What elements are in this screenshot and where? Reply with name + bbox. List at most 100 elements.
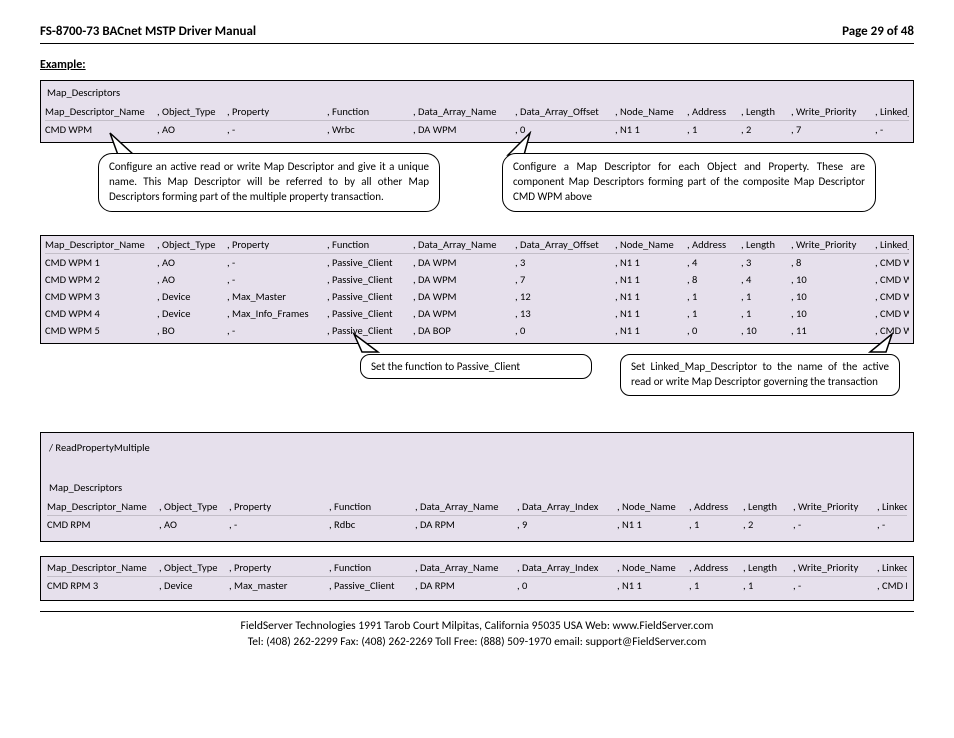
col: , Object_Type	[159, 561, 229, 574]
cell: , 7	[791, 123, 875, 136]
cell: , Wrbc	[327, 123, 413, 136]
cell: CMD WPM 1	[45, 256, 157, 269]
col: , Data_Array_Index	[517, 500, 617, 513]
cell: , 10	[791, 290, 875, 303]
cell: , -	[227, 256, 327, 269]
col: , Object_Type	[157, 238, 227, 251]
cell: CMD RPM 3	[47, 579, 159, 592]
cell: , Max_Info_Frames	[227, 307, 327, 320]
table-row: CMD WPM 2, AO, -, Passive_Client, DA WPM…	[45, 271, 909, 288]
cell: , -	[875, 123, 909, 136]
cell: , Device	[159, 579, 229, 592]
cell: , CMD RPM	[877, 579, 907, 592]
table-wpm-primary: Map_Descriptors Map_Descriptor_Name , Ob…	[40, 80, 914, 143]
table-wpm-components: Map_Descriptor_Name , Object_Type , Prop…	[40, 235, 914, 344]
cell: , AO	[157, 273, 227, 286]
col: , Data_Array_Offset	[515, 105, 615, 118]
col: , Length	[741, 105, 791, 118]
cell: , 3	[741, 256, 791, 269]
cell: , AO	[159, 518, 229, 531]
cell: , 0	[515, 324, 615, 337]
example-heading: Example:	[40, 58, 914, 72]
cell: , 9	[517, 518, 617, 531]
cell: , BO	[157, 324, 227, 337]
callout-c: Set the function to Passive_Client	[360, 354, 592, 379]
cell: , -	[227, 324, 327, 337]
cell: , -	[227, 123, 327, 136]
cell: , Rdbc	[329, 518, 415, 531]
col: , Linked_Map_Descriptor	[875, 105, 909, 118]
cell: , -	[793, 518, 877, 531]
cell: , DA RPM	[415, 518, 517, 531]
col: , Length	[743, 500, 793, 513]
col: , Linked_Map_Descriptor	[875, 238, 909, 251]
col: , Write_Priority	[793, 500, 877, 513]
cell: , -	[793, 579, 877, 592]
cell: , CMD WPM	[875, 273, 909, 286]
cell: , 8	[687, 273, 741, 286]
col: , Function	[329, 561, 415, 574]
col: , Function	[329, 500, 415, 513]
cell: , DA BOP	[413, 324, 515, 337]
cell: , Passive_Client	[327, 273, 413, 286]
cell: , 2	[743, 518, 793, 531]
cell: , 1	[743, 579, 793, 592]
col: , Data_Array_Name	[415, 500, 517, 513]
col: , Data_Array_Name	[413, 238, 515, 251]
col: , Node_Name	[615, 238, 687, 251]
cell: , Passive_Client	[327, 307, 413, 320]
col: , Property	[227, 238, 327, 251]
cell: , Max_master	[229, 579, 329, 592]
cell: , 1	[741, 307, 791, 320]
col: , Write_Priority	[791, 105, 875, 118]
cell: , Max_Master	[227, 290, 327, 303]
cell: , N1 1	[617, 579, 689, 592]
cell: , N1 1	[617, 518, 689, 531]
cell: , 13	[515, 307, 615, 320]
col: Map_Descriptor_Name	[45, 105, 157, 118]
col: , Length	[741, 238, 791, 251]
cell: , N1 1	[615, 290, 687, 303]
table-row: CMD WPM 1, AO, -, Passive_Client, DA WPM…	[45, 254, 909, 271]
cell: CMD WPM 4	[45, 307, 157, 320]
cell: , DA RPM	[415, 579, 517, 592]
cell: , CMD WPM	[875, 256, 909, 269]
col: , Address	[689, 500, 743, 513]
cell: , Passive_Client	[327, 290, 413, 303]
section-title: Map_Descriptors	[47, 86, 909, 99]
cell: , 3	[515, 256, 615, 269]
col: , Linked_Map_Descriptor	[877, 561, 907, 574]
cell: , -	[877, 518, 907, 531]
col: , Write_Priority	[791, 238, 875, 251]
col: , Address	[687, 238, 741, 251]
cell: , 1	[687, 123, 741, 136]
cell: , N1 1	[615, 273, 687, 286]
col: , Property	[229, 561, 329, 574]
section-title: Map_Descriptors	[49, 481, 907, 494]
table-header-row: Map_Descriptor_Name , Object_Type , Prop…	[47, 559, 907, 577]
callouts-row-2: Set the function to Passive_Client Set L…	[40, 354, 914, 416]
footer: FieldServer Technologies 1991 Tarob Cour…	[40, 618, 914, 650]
footer-rule	[40, 611, 914, 612]
col: , Function	[327, 238, 413, 251]
cell: , 0	[517, 579, 617, 592]
cell: , 7	[515, 273, 615, 286]
col: , Data_Array_Name	[413, 105, 515, 118]
doc-title: FS-8700-73 BACnet MSTP Driver Manual	[40, 24, 256, 39]
table-row: CMD WPM 4, Device, Max_Info_Frames, Pass…	[45, 305, 909, 322]
col: , Address	[687, 105, 741, 118]
cell: , Passive_Client	[327, 256, 413, 269]
cell: , 1	[687, 307, 741, 320]
header: FS-8700-73 BACnet MSTP Driver Manual Pag…	[40, 24, 914, 39]
cell: , 2	[741, 123, 791, 136]
table-row: CMD RPM , AO , - , Rdbc , DA RPM , 9 , N…	[47, 516, 907, 533]
col: , Node_Name	[617, 500, 689, 513]
col: Map_Descriptor_Name	[45, 238, 157, 251]
col: , Object_Type	[157, 105, 227, 118]
callout-b: Configure a Map Descriptor for each Obje…	[502, 153, 876, 212]
col: , Property	[229, 500, 329, 513]
cell: , DA WPM	[413, 256, 515, 269]
cell: , 10	[741, 324, 791, 337]
col: Map_Descriptor_Name	[47, 500, 159, 513]
cell: , 1	[689, 579, 743, 592]
